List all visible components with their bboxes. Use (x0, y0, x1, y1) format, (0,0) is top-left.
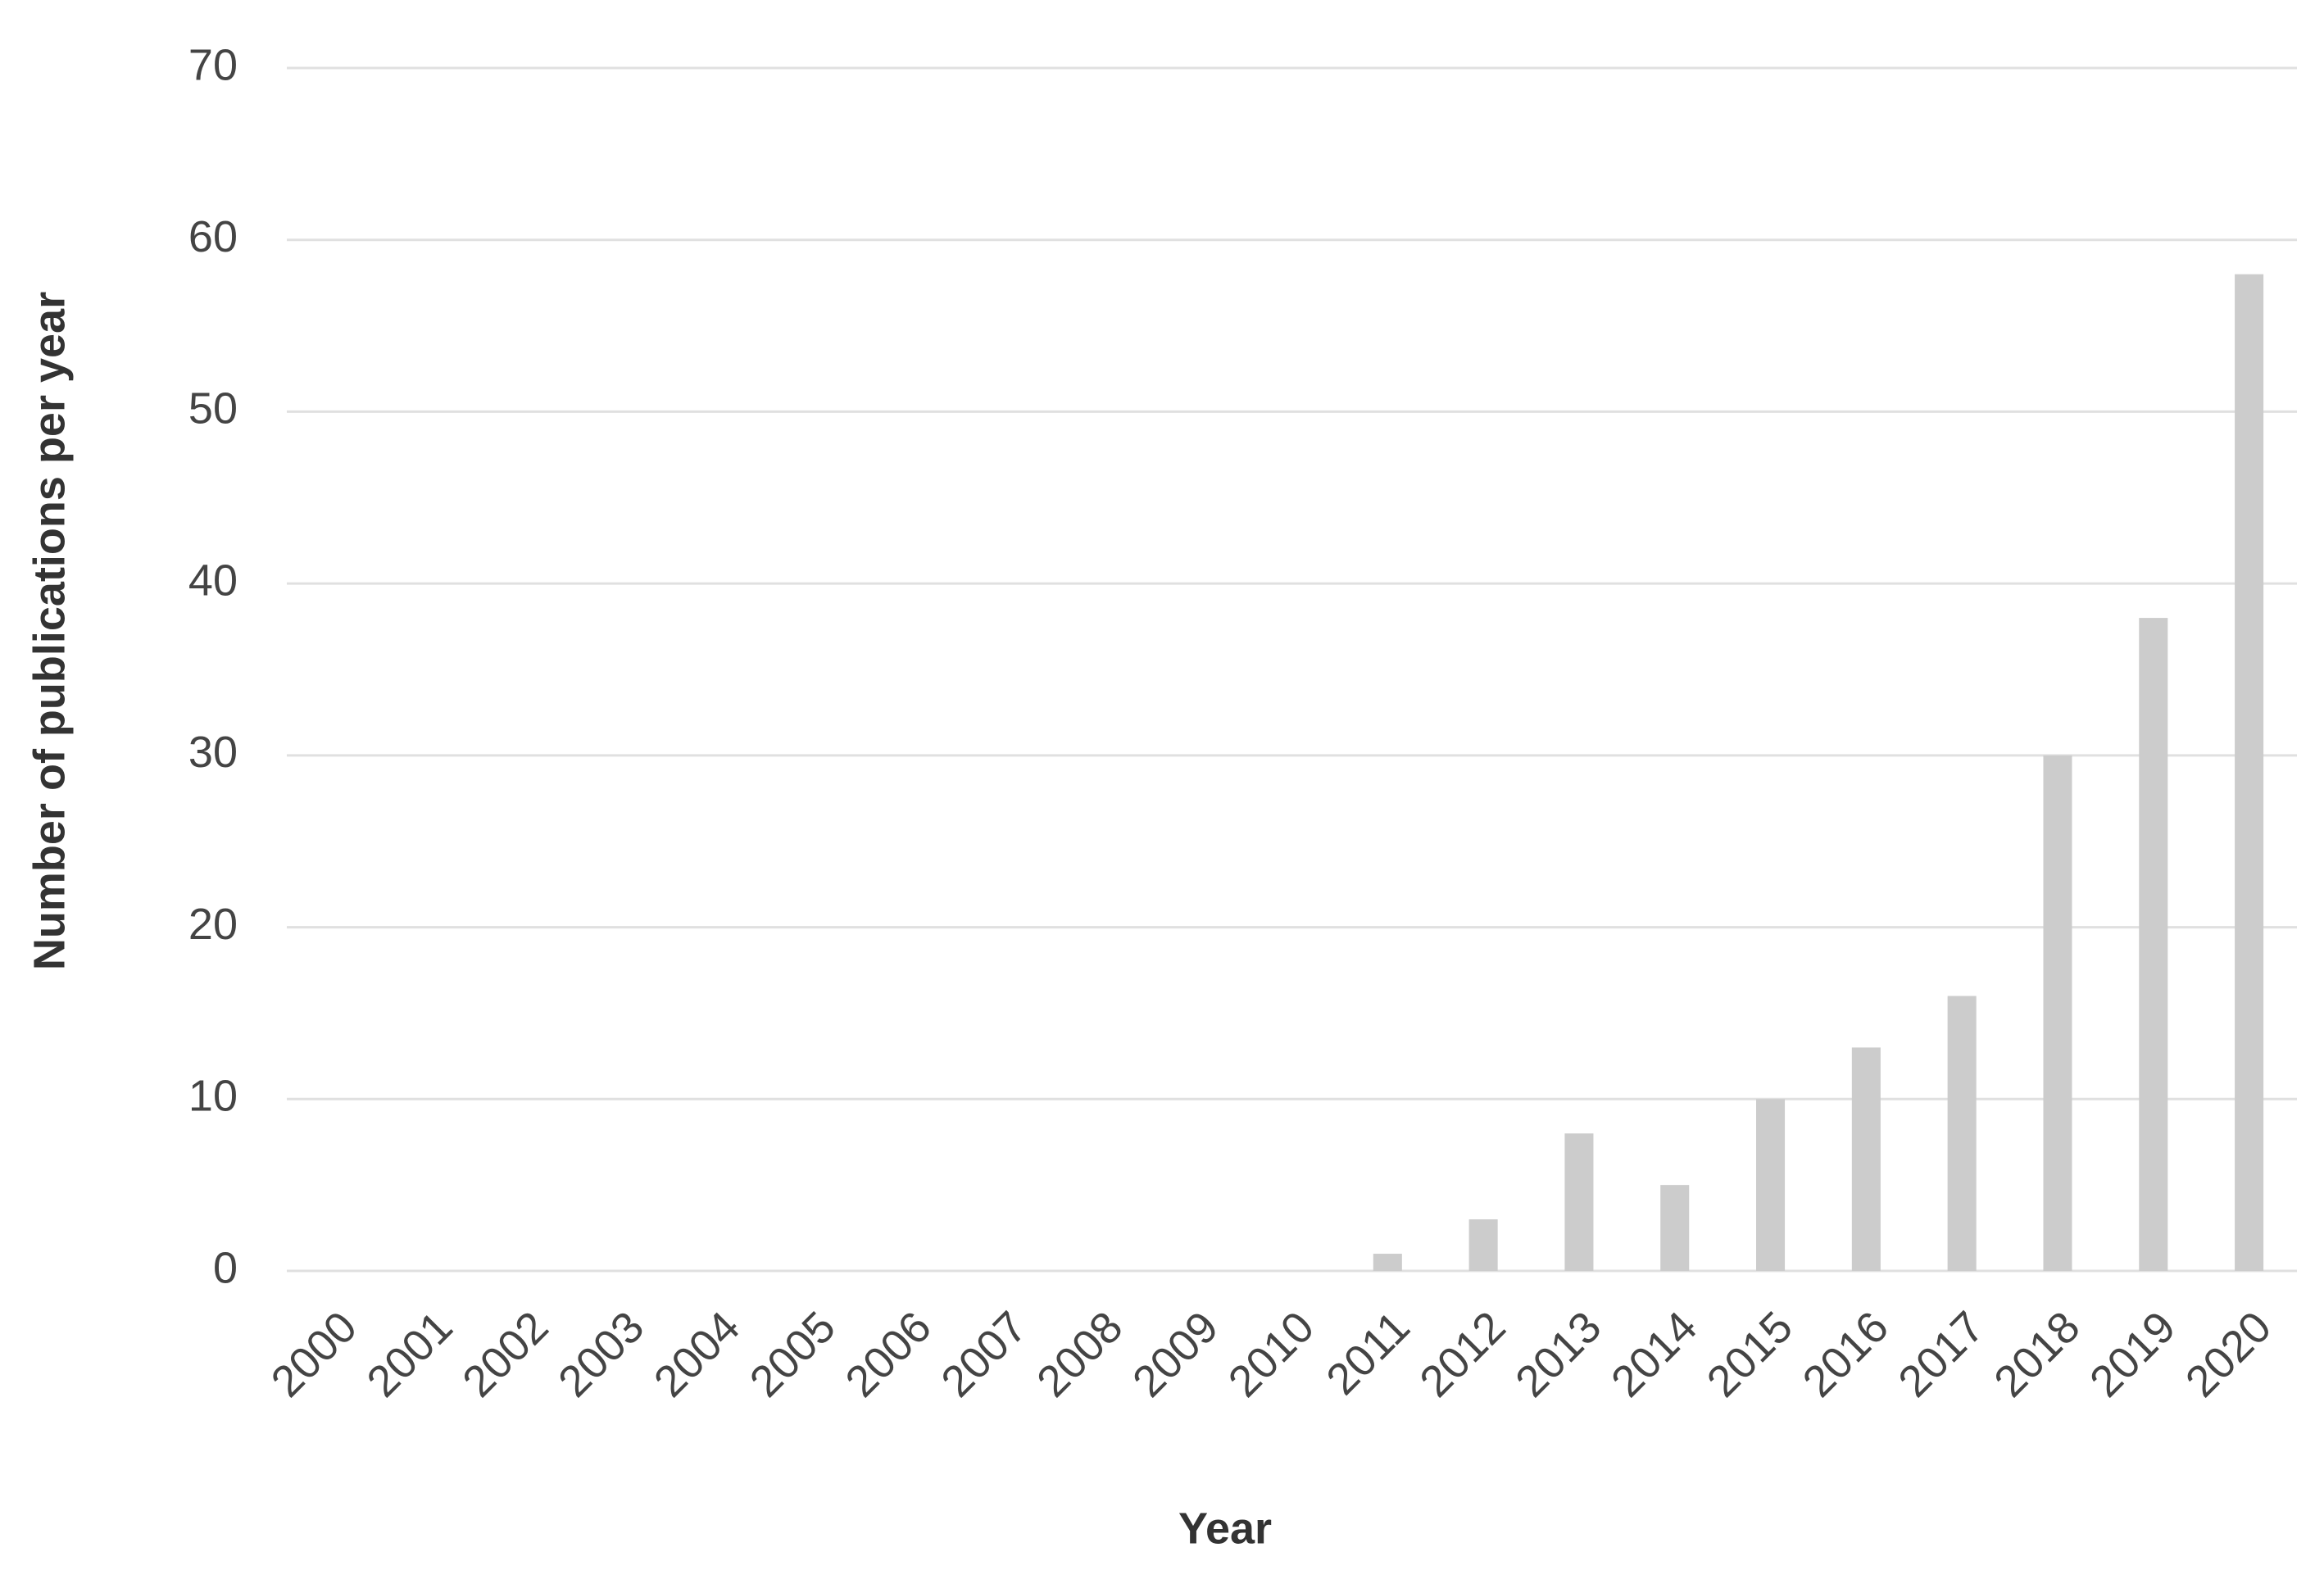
bar (1851, 1047, 1881, 1271)
x-tick-label: 2006 (836, 1302, 940, 1406)
x-tick-label: 2019 (2081, 1302, 2185, 1406)
bar (2043, 755, 2072, 1271)
bar (2235, 274, 2264, 1272)
x-tick-label: 2020 (2176, 1302, 2281, 1406)
x-tick-label: 2017 (1889, 1302, 1993, 1406)
bar (1660, 1185, 1690, 1271)
y-tick-label: 40 (188, 556, 238, 605)
y-tick-label: 10 (188, 1072, 238, 1121)
x-tick-label: 2000 (262, 1302, 366, 1406)
y-tick-label: 50 (188, 384, 238, 433)
x-tick-label: 2005 (741, 1302, 845, 1406)
x-tick-label: 2014 (1602, 1302, 1706, 1406)
x-tick-label: 2002 (453, 1302, 557, 1406)
y-axis-title: Number of publications per year (25, 292, 74, 970)
bar (2139, 618, 2168, 1271)
x-tick-label: 2007 (932, 1302, 1036, 1406)
y-tick-label: 60 (188, 212, 238, 261)
x-tick-label: 2004 (645, 1302, 749, 1406)
x-tick-label: 2018 (1985, 1302, 2089, 1406)
x-tick-label: 2009 (1123, 1302, 1228, 1406)
y-tick-label: 30 (188, 728, 238, 777)
bar (1756, 1099, 1786, 1271)
x-tick-label: 2012 (1410, 1302, 1514, 1406)
x-tick-label: 2015 (1698, 1302, 1802, 1406)
x-tick-label: 2016 (1794, 1302, 1898, 1406)
bar (1468, 1219, 1498, 1271)
y-tick-label: 70 (188, 40, 238, 89)
x-tick-label: 2011 (1317, 1302, 1419, 1404)
bar (1564, 1133, 1594, 1271)
x-tick-label: 2010 (1219, 1302, 1323, 1406)
x-tick-label: 2001 (357, 1302, 461, 1406)
x-tick-label: 2008 (1028, 1302, 1132, 1406)
y-tick-label: 20 (188, 900, 238, 949)
bar (1947, 996, 1977, 1271)
x-tick-label: 2013 (1506, 1302, 1610, 1406)
x-axis-title: Year (1178, 1504, 1272, 1553)
x-tick-label: 2003 (549, 1302, 653, 1406)
y-tick-label: 0 (213, 1243, 238, 1292)
bar (1373, 1254, 1402, 1271)
